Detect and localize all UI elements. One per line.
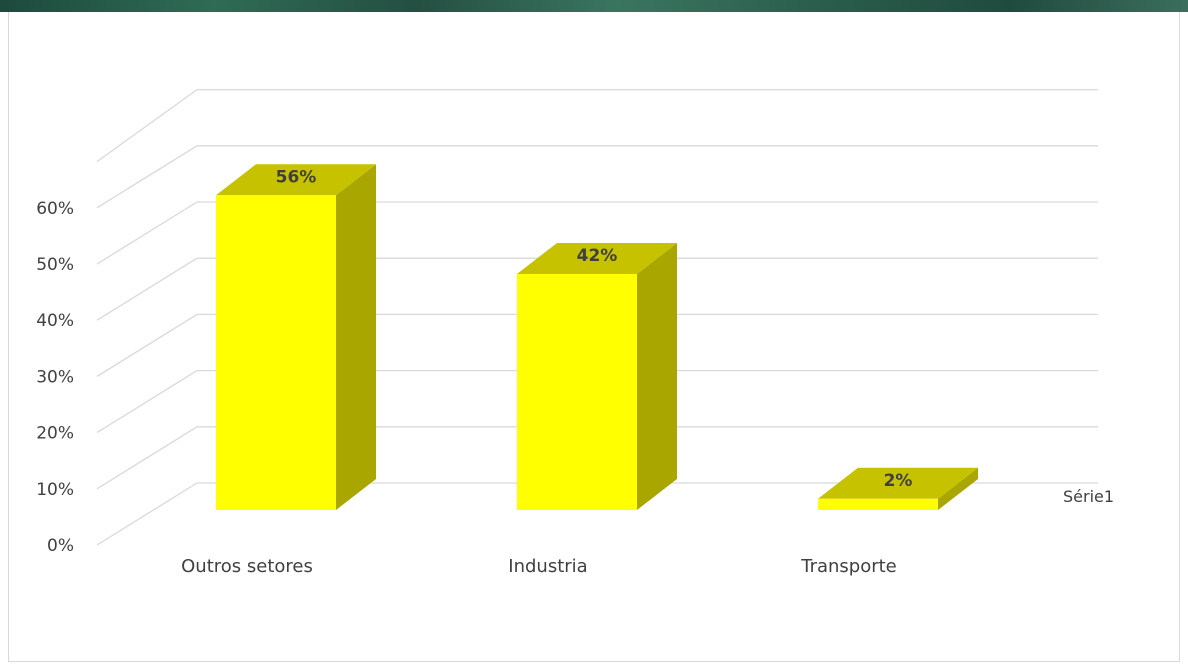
gridline-side: [96, 482, 198, 546]
gridline-side: [96, 426, 198, 490]
gridline-side: [96, 145, 198, 209]
bar-side: [336, 164, 376, 510]
y-tick-label: 60%: [36, 199, 74, 219]
category-labels: Outros setores Industria Transporte: [181, 556, 897, 577]
bar-side: [938, 467, 978, 510]
y-tick-label: 30%: [36, 367, 74, 387]
data-labels: 56% 42% 2%: [276, 167, 913, 490]
bar-top: [818, 467, 978, 499]
gridline-side: [96, 370, 198, 434]
bar-top: [517, 242, 677, 274]
y-tick-label: 50%: [36, 255, 74, 275]
y-tick-label: 40%: [36, 311, 74, 331]
bar: [216, 195, 336, 510]
header-banner: [0, 0, 1188, 12]
gridline-side: [96, 257, 198, 321]
data-label: 42%: [577, 246, 618, 266]
legend-series-name: Série1: [1063, 487, 1114, 506]
bars: [216, 164, 978, 510]
category-label: Industria: [508, 556, 587, 577]
y-axis-ticks: 0% 10% 20% 30% 40% 50% 60%: [36, 199, 74, 556]
bar: [818, 498, 938, 510]
chart-frame: [8, 12, 1180, 662]
y-tick-label: 0%: [47, 536, 74, 556]
y-tick-label: 10%: [36, 480, 74, 500]
gridline-side: [96, 89, 198, 163]
category-label: Outros setores: [181, 556, 313, 577]
gridline-side: [96, 313, 198, 377]
category-label: Transporte: [800, 556, 897, 577]
bar-side: [637, 242, 677, 510]
gridline-side: [96, 201, 198, 265]
data-label: 2%: [884, 471, 913, 491]
bar: [517, 273, 637, 510]
y-tick-label: 20%: [36, 424, 74, 444]
bar-top: [216, 164, 376, 196]
data-label: 56%: [276, 167, 317, 187]
